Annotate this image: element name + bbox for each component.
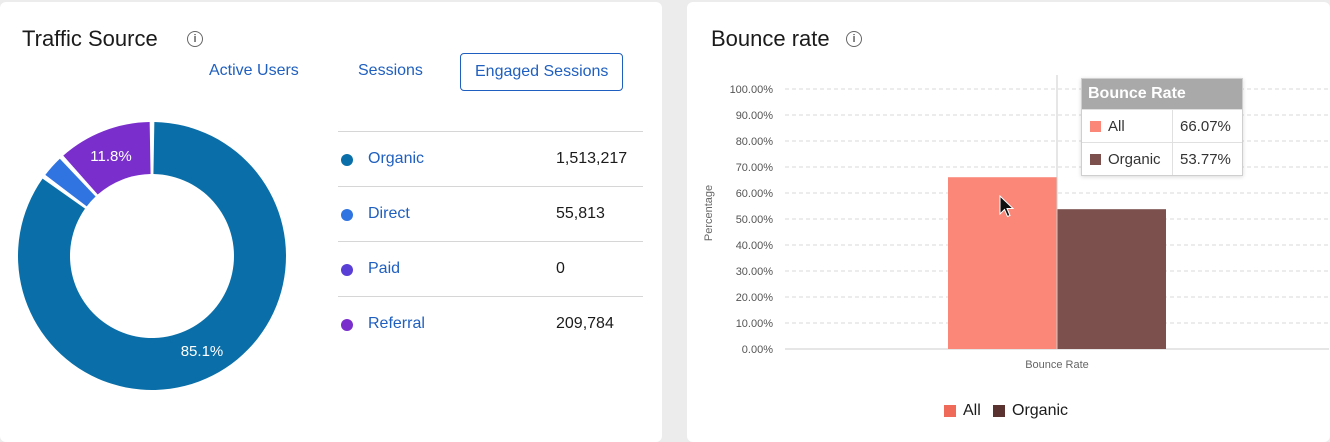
y-tick-label: 0.00% xyxy=(742,344,773,356)
swatch-icon xyxy=(1090,154,1101,165)
dot-icon xyxy=(341,264,353,276)
legend-swatch-all-icon xyxy=(944,405,956,417)
bounce-rate-tooltip: Bounce Rate All 66.07% Organic 53.77% xyxy=(1081,78,1243,176)
tooltip-value: 53.77% xyxy=(1180,151,1231,168)
tooltip-value: 66.07% xyxy=(1180,118,1231,135)
legend-label-organic[interactable]: Organic xyxy=(1012,402,1069,419)
bounce-rate-card: Bounce rate i 0.00% 10.00% 20.00% 30.00% 40.… xyxy=(687,2,1330,442)
tooltip-title: Bounce Rate xyxy=(1082,79,1242,109)
donut-label-organic: 85.1% xyxy=(181,343,224,360)
info-icon[interactable]: i xyxy=(187,31,203,47)
info-icon[interactable]: i xyxy=(846,31,862,47)
donut-slice-organic[interactable] xyxy=(18,122,287,391)
y-tick-label: 80.00% xyxy=(736,136,774,148)
mouse-cursor-icon xyxy=(999,195,1015,218)
y-tick-label: 100.00% xyxy=(730,84,774,96)
y-tick-label: 10.00% xyxy=(736,318,774,330)
swatch-icon xyxy=(1090,121,1101,132)
legend-name[interactable]: Referral xyxy=(368,315,425,332)
legend-row-direct[interactable]: Direct 55,813 xyxy=(338,186,643,241)
tab-active-users[interactable]: Active Users xyxy=(209,62,299,79)
legend-value: 55,813 xyxy=(556,205,605,222)
donut-slice-direct[interactable] xyxy=(45,158,96,207)
y-tick-label: 70.00% xyxy=(736,162,774,174)
legend-row-organic[interactable]: Organic 1,513,217 xyxy=(338,131,643,186)
traffic-source-card: Traffic Source i Active Users Sessions E… xyxy=(0,2,662,442)
legend-value: 1,513,217 xyxy=(556,150,628,167)
legend-row-referral[interactable]: Referral 209,784 xyxy=(338,296,643,351)
legend-name[interactable]: Paid xyxy=(368,260,401,277)
y-tick-label: 50.00% xyxy=(736,214,774,226)
y-tick-label: 20.00% xyxy=(736,292,774,304)
donut-slice-referral[interactable] xyxy=(63,122,151,195)
legend-row-paid[interactable]: Paid 0 xyxy=(338,241,643,296)
bounce-rate-title: Bounce rate xyxy=(711,26,830,51)
y-tick-label: 90.00% xyxy=(736,110,774,122)
y-tick-label: 30.00% xyxy=(736,266,774,278)
x-tick-label: Bounce Rate xyxy=(1025,359,1089,371)
dot-icon xyxy=(341,154,353,166)
traffic-donut-chart: 85.1% 11.8% xyxy=(18,122,287,391)
tooltip-row-organic: Organic 53.77% xyxy=(1082,142,1242,175)
bar-organic[interactable] xyxy=(1057,209,1166,349)
legend-value: 209,784 xyxy=(556,315,614,332)
donut-label-referral: 11.8% xyxy=(90,148,131,165)
traffic-source-title: Traffic Source xyxy=(22,26,158,51)
tab-engaged-sessions[interactable]: Engaged Sessions xyxy=(460,53,624,91)
traffic-legend-table: Organic 1,513,217 Direct 55,813 Paid 0 R… xyxy=(338,131,643,351)
y-axis-label: Percentage xyxy=(703,185,715,241)
y-tick-label: 40.00% xyxy=(736,240,774,252)
legend-label-all[interactable]: All xyxy=(963,402,981,419)
dot-icon xyxy=(341,209,353,221)
legend-value: 0 xyxy=(556,260,565,277)
tooltip-name: Organic xyxy=(1108,151,1161,168)
legend-name[interactable]: Direct xyxy=(368,205,410,222)
y-tick-label: 60.00% xyxy=(736,188,774,200)
tab-sessions[interactable]: Sessions xyxy=(358,62,423,79)
tooltip-name: All xyxy=(1108,118,1125,135)
legend-name[interactable]: Organic xyxy=(368,150,425,167)
dot-icon xyxy=(341,319,353,331)
tooltip-row-all: All 66.07% xyxy=(1082,109,1242,142)
legend-swatch-organic-icon xyxy=(993,405,1005,417)
